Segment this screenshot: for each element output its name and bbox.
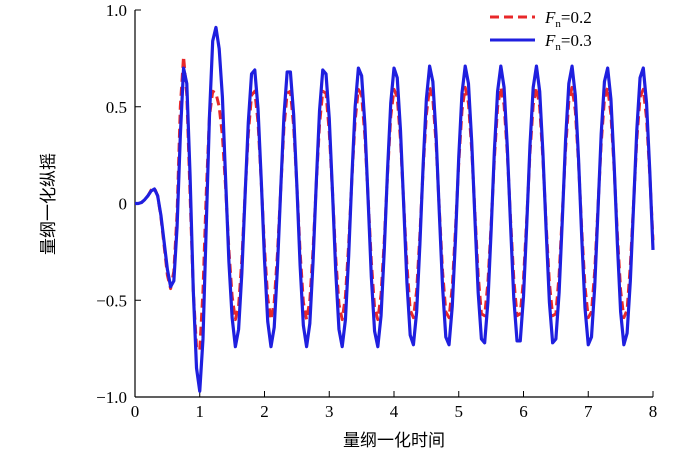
x-tick-label: 4 — [390, 402, 399, 421]
x-tick-label: 3 — [325, 402, 334, 421]
x-tick-label: 1 — [196, 402, 205, 421]
x-tick-label: 8 — [649, 402, 658, 421]
y-tick-label: 1.0 — [106, 1, 127, 20]
x-tick-label: 5 — [455, 402, 464, 421]
y-tick-label: −1.0 — [96, 388, 127, 407]
series-line — [135, 25, 655, 393]
x-tick-label: 0 — [131, 402, 140, 421]
x-axis-label: 量纲一化时间 — [343, 431, 445, 451]
x-tick-label: 2 — [260, 402, 269, 421]
legend-label: Fn=0.2 — [544, 8, 592, 30]
legend-label: Fn=0.3 — [544, 31, 592, 53]
x-tick-label: 6 — [519, 402, 528, 421]
y-tick-label: 0.5 — [106, 98, 127, 117]
y-tick-label: 0 — [119, 195, 128, 214]
y-axis-label: 量纲一化纵摇 — [39, 153, 59, 255]
y-tick-label: −0.5 — [96, 291, 127, 310]
x-tick-label: 7 — [584, 402, 593, 421]
